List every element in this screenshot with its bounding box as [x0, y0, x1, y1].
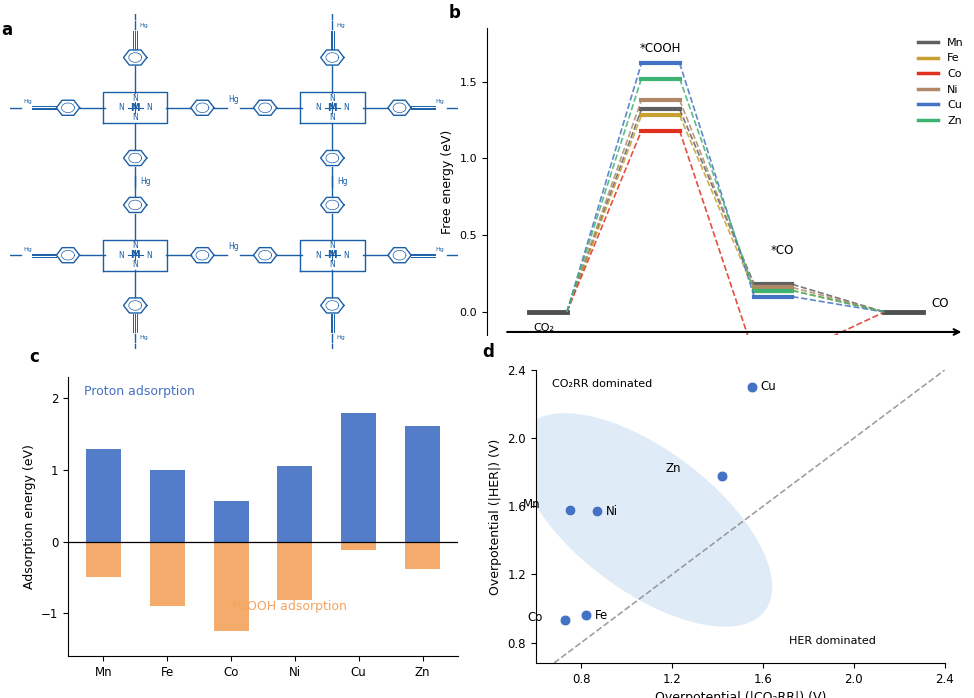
Ellipse shape — [517, 413, 772, 627]
Text: N: N — [329, 94, 335, 103]
Bar — [213, 542, 248, 631]
Text: M: M — [131, 250, 140, 260]
Text: N: N — [316, 251, 321, 260]
Text: N: N — [343, 103, 349, 112]
Point — [744, 381, 760, 392]
Text: N: N — [146, 251, 152, 260]
Text: c: c — [29, 348, 39, 366]
Text: *COOH: *COOH — [640, 43, 681, 55]
Text: N: N — [316, 103, 321, 112]
X-axis label: Overpotential (|CO₂RR|) (V): Overpotential (|CO₂RR|) (V) — [655, 692, 826, 698]
Text: Hg: Hg — [23, 247, 32, 252]
Text: CO₂: CO₂ — [533, 322, 554, 333]
Y-axis label: Overpotential (|HER|) (V): Overpotential (|HER|) (V) — [489, 438, 502, 595]
Bar — [150, 470, 185, 542]
Bar — [341, 413, 376, 542]
Text: Mn: Mn — [523, 498, 541, 511]
Text: a: a — [1, 21, 12, 38]
Text: CO₂RR dominated: CO₂RR dominated — [552, 379, 653, 389]
Text: Zn: Zn — [665, 462, 681, 475]
Text: Fe: Fe — [595, 609, 608, 622]
Point — [714, 470, 730, 481]
Bar — [278, 466, 313, 542]
Text: Proton adsorption: Proton adsorption — [84, 385, 195, 399]
Text: Hg: Hg — [337, 23, 346, 28]
Text: M: M — [327, 250, 337, 260]
Text: M: M — [131, 103, 140, 113]
Bar — [150, 542, 185, 606]
Text: N: N — [132, 113, 138, 122]
Text: Co: Co — [527, 611, 543, 623]
Text: N: N — [132, 94, 138, 103]
Text: Hg: Hg — [229, 95, 239, 104]
Text: d: d — [482, 343, 495, 361]
Bar — [278, 542, 313, 600]
Text: Hg: Hg — [139, 23, 148, 28]
Text: *COOH adsorption: *COOH adsorption — [232, 600, 347, 614]
Y-axis label: Adsorption energy (eV): Adsorption energy (eV) — [22, 444, 35, 589]
Text: Hg: Hg — [338, 177, 349, 186]
Text: CO: CO — [931, 297, 949, 311]
Point — [557, 615, 573, 626]
Bar — [405, 426, 440, 542]
Text: N: N — [329, 241, 335, 250]
Text: N: N — [119, 251, 125, 260]
Bar — [341, 542, 376, 550]
Text: HER dominated: HER dominated — [789, 635, 877, 646]
Bar — [405, 542, 440, 569]
Text: b: b — [449, 3, 461, 22]
Text: Hg: Hg — [139, 335, 148, 340]
Point — [589, 506, 605, 517]
Text: N: N — [132, 260, 138, 269]
Y-axis label: Free energy (eV): Free energy (eV) — [441, 129, 454, 234]
Text: N: N — [146, 103, 152, 112]
Bar — [213, 500, 248, 542]
Text: Hg: Hg — [229, 242, 239, 251]
Bar — [86, 449, 121, 542]
Text: Hg: Hg — [337, 335, 346, 340]
Text: Hg: Hg — [435, 247, 444, 252]
Text: Hg: Hg — [140, 177, 151, 186]
Text: Hg: Hg — [23, 99, 32, 105]
Legend: Mn, Fe, Co, Ni, Cu, Zn: Mn, Fe, Co, Ni, Cu, Zn — [914, 34, 968, 130]
Text: M: M — [327, 103, 337, 113]
Text: Cu: Cu — [761, 380, 776, 394]
Text: *CO: *CO — [770, 244, 794, 257]
Text: N: N — [119, 103, 125, 112]
Point — [562, 504, 578, 515]
Text: N: N — [329, 260, 335, 269]
Text: N: N — [132, 241, 138, 250]
Bar — [86, 542, 121, 577]
Text: N: N — [329, 113, 335, 122]
Point — [578, 610, 593, 621]
Text: Ni: Ni — [606, 505, 618, 518]
Text: N: N — [343, 251, 349, 260]
Text: Hg: Hg — [435, 99, 444, 105]
